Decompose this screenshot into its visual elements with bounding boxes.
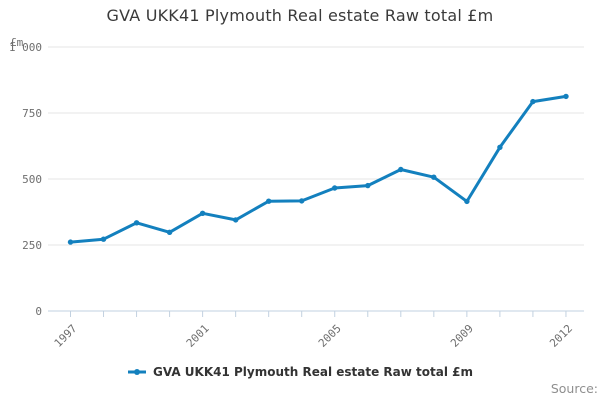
data-point-marker	[166, 229, 173, 235]
x-axis-tick-label: 2001	[184, 322, 212, 350]
data-point-marker	[67, 239, 74, 245]
y-axis-tick-label: 1 000	[9, 41, 42, 54]
data-point-marker	[464, 198, 470, 205]
x-axis-tick-label: 2012	[547, 322, 575, 350]
y-axis-unit-label: £m	[10, 36, 24, 49]
data-point-marker	[398, 166, 404, 173]
legend-series-label: GVA UKK41 Plymouth Real estate Raw total…	[153, 365, 473, 379]
chart-title: GVA UKK41 Plymouth Real estate Raw total…	[106, 6, 494, 25]
legend[interactable]: GVA UKK41 Plymouth Real estate Raw total…	[0, 364, 600, 380]
data-point-marker	[199, 210, 206, 216]
data-point-marker	[100, 236, 107, 242]
data-point-marker	[497, 144, 503, 150]
series-line	[69, 94, 568, 244]
y-axis-tick-label: 250	[22, 239, 42, 252]
data-point-marker	[563, 93, 569, 100]
data-point-marker	[530, 98, 536, 105]
data-point-marker	[299, 198, 305, 204]
data-point-marker	[365, 182, 371, 189]
x-axis-tick-label: 2005	[316, 322, 344, 350]
data-point-marker	[332, 185, 338, 191]
x-axis-tick-label: 1997	[52, 322, 80, 350]
data-point-marker	[266, 198, 272, 204]
data-point-marker	[431, 174, 437, 180]
data-point-marker	[133, 220, 140, 226]
x-axis-tick-label: 2009	[448, 322, 476, 350]
source-label: Source:	[550, 381, 598, 396]
y-axis-tick-label: 750	[22, 107, 42, 120]
y-axis-tick-label: 0	[35, 305, 42, 318]
y-axis-tick-label: 500	[22, 173, 42, 186]
line-chart-plot-area: 0 250 500 750 1 000 1997 2001 2005 2009 2012	[9, 41, 584, 350]
data-point-marker	[233, 217, 239, 223]
legend-series-marker-icon	[127, 367, 147, 377]
